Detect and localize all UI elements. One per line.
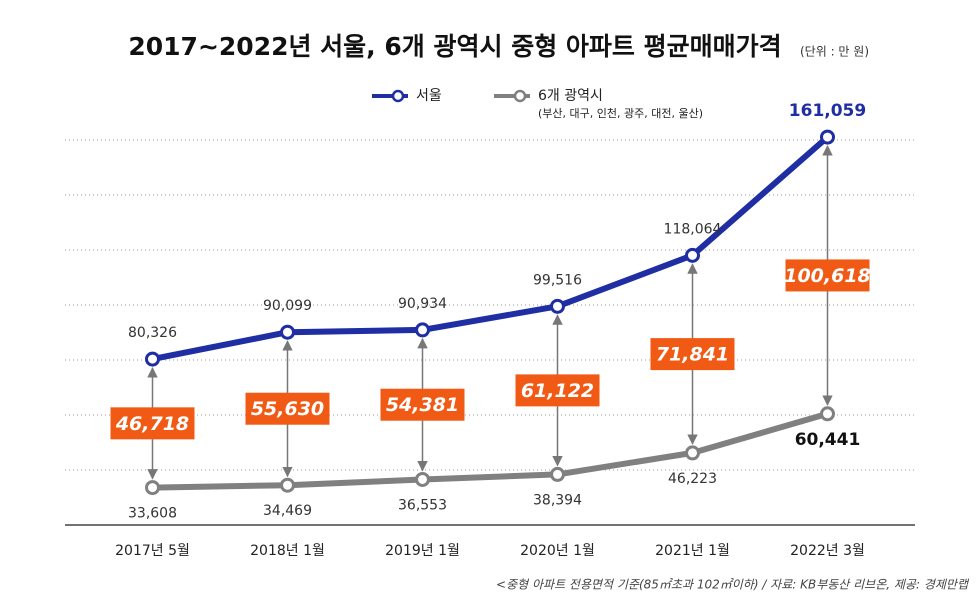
x-tick-label: 2021년 1월 [655,543,730,559]
gap-box [650,338,735,371]
gap-label: 54,381 [386,394,459,416]
legend-label: 서울 [416,88,442,104]
point [685,247,700,263]
unit-note: (단위 : 만 원) [800,45,869,59]
point [685,445,700,461]
legend-label: 6개 광역시 [538,88,603,104]
value-label: 99,516 [533,272,582,288]
value-label: 46,223 [668,471,717,487]
point [550,298,565,314]
series-line [151,134,830,363]
gap-label: 46,718 [115,413,189,435]
point [820,406,835,422]
gap-box [515,374,600,407]
point [820,129,835,145]
point [145,351,160,367]
point [550,466,565,482]
x-tick-label: 2018년 1월 [250,543,325,559]
gap-label: 55,630 [251,398,324,420]
value-label: 80,326 [128,325,177,341]
point [145,480,160,496]
series-line [152,410,829,491]
value-label: 33,608 [128,506,177,522]
x-tick-label: 2022년 3월 [790,543,865,559]
value-label: 90,934 [398,296,447,312]
value-label: 36,553 [398,497,447,513]
gap-label: 71,841 [656,344,729,366]
value-label: 34,469 [263,503,312,519]
value-label: 161,059 [789,101,866,121]
value-label: 38,394 [533,492,582,508]
gap-label: 61,122 [521,380,594,402]
gap-label: 100,618 [784,265,871,287]
x-tick-label: 2020년 1월 [520,543,595,559]
chart-title: 2017~2022년 서울, 6개 광역시 중형 아파트 평균매매가격 [128,32,781,61]
value-label: 60,441 [795,430,861,450]
source-note: <중형 아파트 전용면적 기준(85㎡초과 102㎡이하) / 자료: KB부동… [496,578,970,592]
legend-marker [391,89,405,103]
value-label: 118,064 [664,221,722,237]
legend-marker [513,89,527,103]
gap-box [245,392,330,425]
gap-box [110,407,195,440]
point [415,322,430,338]
point [280,324,295,340]
value-label: 90,099 [263,298,312,314]
point [280,477,295,493]
gap-box [380,388,465,421]
gap-box [785,259,870,292]
point [415,471,430,487]
x-tick-label: 2017년 5월 [115,543,190,559]
x-tick-label: 2019년 1월 [385,543,460,559]
legend-note: (부산, 대구, 인천, 광주, 대전, 울산) [538,106,703,120]
